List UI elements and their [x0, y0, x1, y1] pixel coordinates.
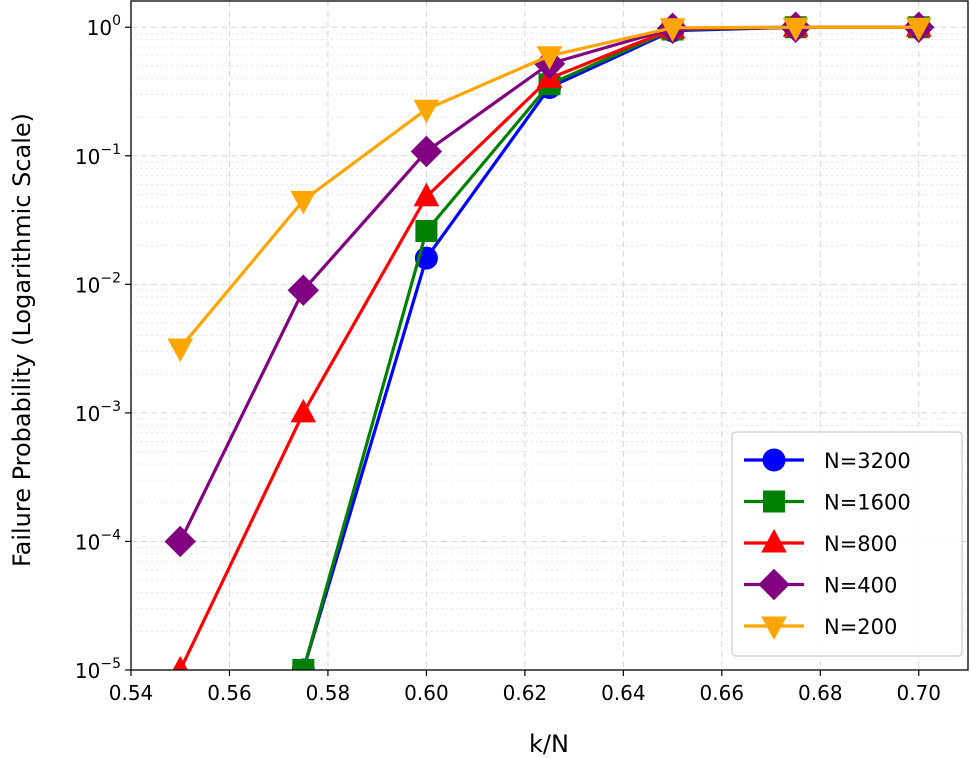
y-tick-label: 10−4: [75, 527, 121, 554]
legend-marker: [762, 448, 786, 472]
x-tick-label: 0.68: [798, 681, 843, 705]
legend-label: N=800: [824, 532, 897, 556]
y-tick-label: 100: [87, 13, 121, 40]
x-tick-label: 0.58: [306, 681, 351, 705]
data-point: [413, 99, 440, 124]
y-tick-base: 10: [75, 273, 100, 297]
data-point: [292, 659, 315, 670]
legend-label: N=400: [824, 574, 897, 598]
y-tick-base: 10: [75, 530, 100, 554]
data-point: [536, 46, 563, 70]
legend-label: N=200: [824, 615, 897, 639]
x-tick-label: 0.64: [601, 681, 646, 705]
legend-label: N=1600: [824, 491, 911, 515]
y-tick-exponent: −5: [100, 656, 121, 672]
y-tick-label: 10−2: [75, 270, 121, 297]
y-tick-label: 10−3: [75, 399, 121, 426]
series-layer: [164, 11, 935, 670]
legend-marker: [761, 616, 787, 641]
data-point: [659, 18, 686, 42]
series-n-200: [167, 17, 932, 363]
y-tick-base: 10: [75, 659, 100, 683]
legend-box: [731, 431, 963, 657]
x-tick-label: 0.70: [896, 681, 941, 705]
y-tick-label: 10−1: [75, 142, 121, 169]
legend-entry: N=3200: [744, 448, 911, 473]
y-tick-exponent: 0: [112, 13, 121, 29]
y-tick-exponent: −3: [100, 399, 121, 415]
legend-entry: N=1600: [744, 490, 911, 515]
data-point: [164, 525, 196, 558]
legend-entry: N=200: [744, 615, 897, 641]
data-point: [413, 182, 440, 207]
data-point: [287, 274, 320, 306]
x-tick-label: 0.66: [700, 681, 745, 705]
legend-entry: N=400: [744, 568, 897, 601]
data-point: [782, 17, 809, 42]
data-point: [415, 219, 438, 242]
x-tick-label: 0.60: [404, 681, 449, 705]
y-axis-label: Failure Probability (Logarithmic Scale): [8, 113, 36, 567]
data-point: [905, 17, 932, 42]
plot-frame: [130, 0, 969, 671]
legend-marker: [758, 568, 790, 601]
y-tick-exponent: −2: [100, 270, 121, 286]
legend-label: N=3200: [824, 449, 911, 473]
x-tick-label: 0.54: [109, 681, 154, 705]
data-point: [172, 655, 188, 670]
x-axis-label: k/N: [529, 730, 569, 758]
data-point: [290, 398, 317, 423]
y-tick-label: 10−5: [75, 656, 121, 683]
data-point: [290, 190, 317, 215]
y-tick-exponent: −4: [100, 527, 121, 543]
legend-marker: [761, 528, 787, 553]
y-tick-base: 10: [87, 16, 112, 40]
x-tick-label: 0.56: [207, 681, 252, 705]
legend-entry: N=800: [744, 528, 897, 556]
legend: N=3200 N=1600 N=800 N=400 N=200: [731, 431, 963, 657]
data-point: [167, 338, 194, 363]
legend-marker: [763, 490, 785, 513]
x-tick-label: 0.62: [503, 681, 548, 705]
y-tick-base: 10: [75, 145, 100, 169]
data-point: [410, 135, 443, 168]
y-tick-exponent: −1: [100, 142, 121, 158]
ticks: 0.54 0.56 0.58 0.60 0.62 0.64 0.66 0.68 0.701001…: [75, 13, 941, 705]
y-tick-base: 10: [75, 402, 100, 426]
